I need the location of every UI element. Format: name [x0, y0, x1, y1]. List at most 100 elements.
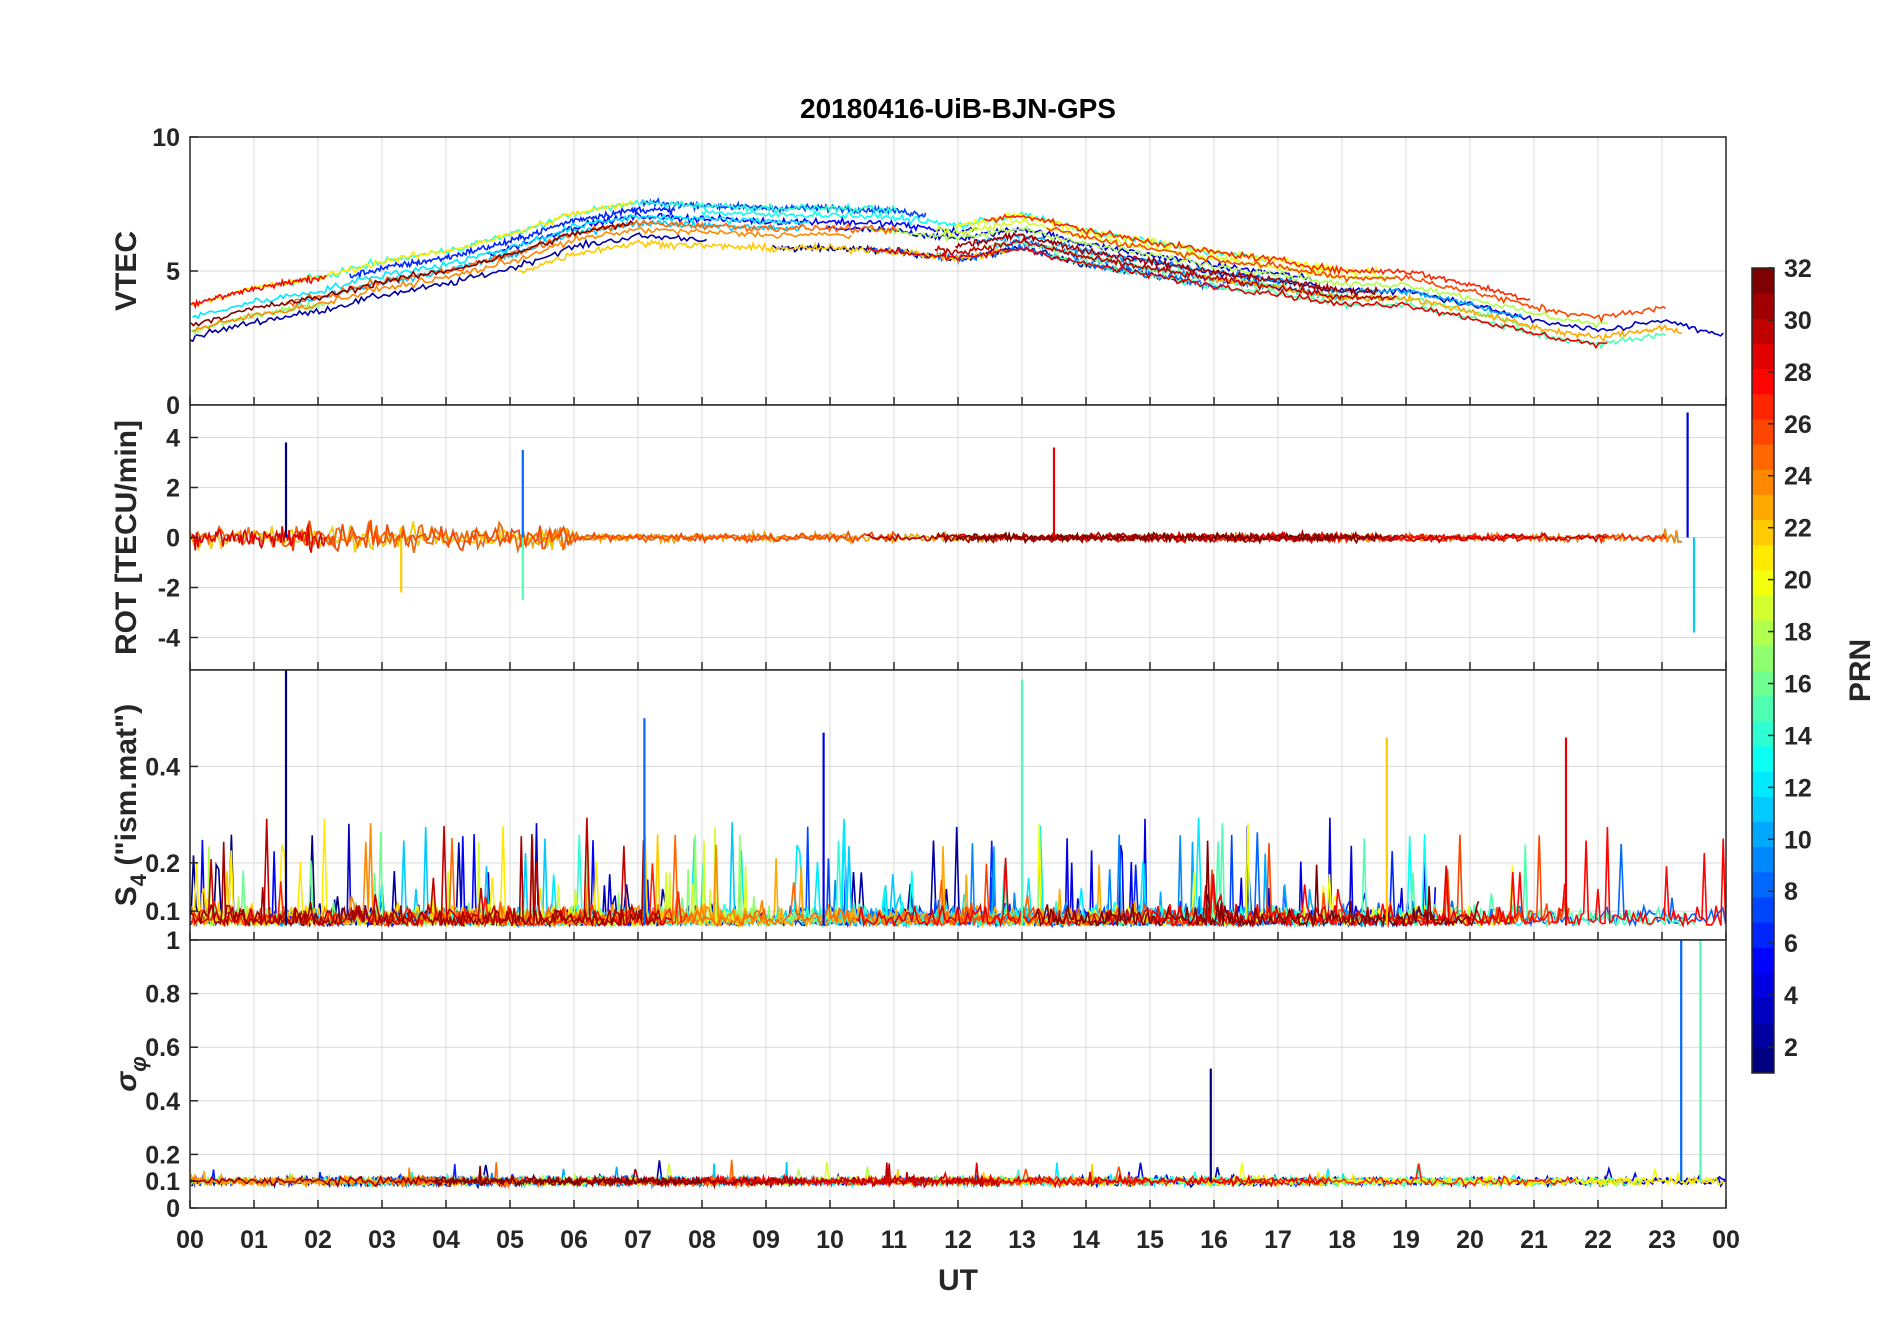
colorbar-band — [1752, 947, 1774, 973]
y-tick-label: 0 — [166, 525, 180, 553]
colorbar-band — [1752, 268, 1774, 294]
colorbar-band — [1752, 922, 1774, 948]
satellite-trace — [1196, 274, 1683, 343]
y-tick-label: 0 — [166, 1195, 180, 1223]
colorbar-band — [1752, 796, 1774, 822]
x-tick-label: 23 — [1648, 1226, 1676, 1254]
series-traces — [190, 817, 1726, 929]
y-axis-label: VTEC — [110, 231, 143, 311]
colorbar-band — [1752, 997, 1774, 1024]
y-tick-label: 0.2 — [145, 850, 180, 878]
colorbar-band — [1752, 1047, 1774, 1074]
x-tick-label: 01 — [240, 1226, 268, 1254]
satellite-trace — [1204, 1171, 1725, 1189]
x-tick-labels: 00 01 02 03 04 05 06 07 08 09 10 11 12 13 14 15 16 17 18 19… — [176, 1226, 1740, 1254]
colorbar-band — [1752, 846, 1774, 873]
y-axis-label: S4 ("ism.mat") — [110, 704, 151, 906]
y-axis-label: σφ — [110, 1056, 151, 1091]
colorbar-band — [1752, 293, 1774, 319]
colorbar-band — [1752, 569, 1774, 596]
satellite-trace — [190, 232, 707, 343]
colorbar-band — [1752, 745, 1774, 772]
panel-sigma_phi: 00.10.2 0.4 0.6 0.8 1 σφ — [110, 927, 1727, 1223]
colorbar-tick-label: 8 — [1784, 878, 1798, 906]
colorbar-band — [1752, 368, 1774, 395]
y-tick-label: 0.1 — [145, 898, 180, 926]
colorbar-band — [1752, 620, 1774, 646]
y-tick-label: 0.8 — [145, 981, 180, 1009]
colorbar-label: PRN — [1844, 639, 1877, 702]
y-tick-label: 0.1 — [145, 1168, 180, 1196]
satellite-trace — [487, 211, 979, 257]
satellite-trace — [192, 226, 852, 333]
series-traces — [190, 196, 1724, 351]
satellite-trace — [190, 301, 327, 337]
colorbar-band — [1752, 771, 1774, 797]
satellite-trace — [192, 213, 811, 320]
colorbar-band — [1752, 645, 1774, 671]
satellite-trace — [934, 216, 1397, 282]
x-tick-label: 02 — [304, 1226, 332, 1254]
x-tick-label: 21 — [1520, 1226, 1548, 1254]
colorbar-band — [1752, 519, 1774, 546]
satellite-trace — [873, 1162, 1329, 1189]
x-axis-label: UT — [938, 1264, 978, 1297]
y-tick-label: 0.4 — [145, 753, 180, 781]
colorbar-tick-label: 12 — [1784, 774, 1812, 802]
colorbar-tick-label: 26 — [1784, 411, 1812, 439]
colorbar-band — [1752, 871, 1774, 898]
colorbar-band — [1752, 695, 1774, 722]
satellite-trace — [190, 200, 634, 307]
colorbar-tick-label: 16 — [1784, 670, 1812, 698]
y-tick-label: 0.6 — [145, 1034, 180, 1062]
colorbar-band — [1752, 494, 1774, 521]
x-tick-label: 00 — [176, 1226, 204, 1254]
colorbar-tick-label: 32 — [1784, 255, 1812, 283]
chart-title: 20180416-UiB-BJN-GPS — [800, 93, 1116, 124]
satellite-trace — [954, 530, 1379, 545]
panel-vtec: 0 5 10 VTEC — [110, 124, 1727, 420]
x-tick-label: 04 — [432, 1226, 460, 1254]
x-tick-label: 10 — [816, 1226, 844, 1254]
x-tick-label: 16 — [1200, 1226, 1228, 1254]
colorbar-band — [1752, 595, 1774, 621]
x-tick-label: 18 — [1328, 1226, 1356, 1254]
colorbar-band — [1752, 821, 1774, 848]
colorbar-tick-label: 24 — [1784, 463, 1812, 491]
colorbar-band — [1752, 1022, 1774, 1049]
x-tick-label: 20 — [1456, 1226, 1484, 1254]
satellite-trace — [349, 205, 676, 279]
x-tick-label: 08 — [688, 1226, 716, 1254]
y-label-sub: 4 — [126, 873, 151, 886]
panel-rot: -4 -2 0 2 4 ROT [TECU/min] — [110, 404, 1727, 671]
x-tick-label: 12 — [944, 1226, 972, 1254]
series-traces — [190, 519, 1683, 554]
x-tick-label: 13 — [1008, 1226, 1036, 1254]
x-tick-label: 17 — [1264, 1226, 1292, 1254]
colorbar-band — [1752, 544, 1774, 571]
satellite-trace — [198, 834, 661, 928]
colorbar-band — [1752, 469, 1774, 495]
colorbar-tick-label: 18 — [1784, 619, 1812, 647]
colorbar-tick-label: 14 — [1784, 722, 1812, 750]
satellite-trace — [680, 846, 1149, 929]
colorbar-tick-label: 28 — [1784, 359, 1812, 387]
y-label-sub: φ — [126, 1056, 151, 1071]
colorbar-frame — [1751, 267, 1775, 1074]
colorbar-band — [1752, 318, 1774, 344]
y-tick-label: 4 — [166, 425, 180, 453]
x-tick-label: 06 — [560, 1226, 588, 1254]
x-tick-label: 09 — [752, 1226, 780, 1254]
colorbar-band — [1752, 444, 1774, 470]
satellite-trace — [866, 225, 1608, 329]
y-label-rest: ("ism.mat") — [110, 704, 143, 874]
satellite-trace — [1046, 226, 1667, 324]
colorbar-band — [1752, 393, 1774, 420]
colorbar-band — [1752, 896, 1774, 923]
y-label-main: S — [110, 886, 143, 906]
satellite-trace — [433, 1165, 703, 1189]
x-tick-label: 03 — [368, 1226, 396, 1254]
